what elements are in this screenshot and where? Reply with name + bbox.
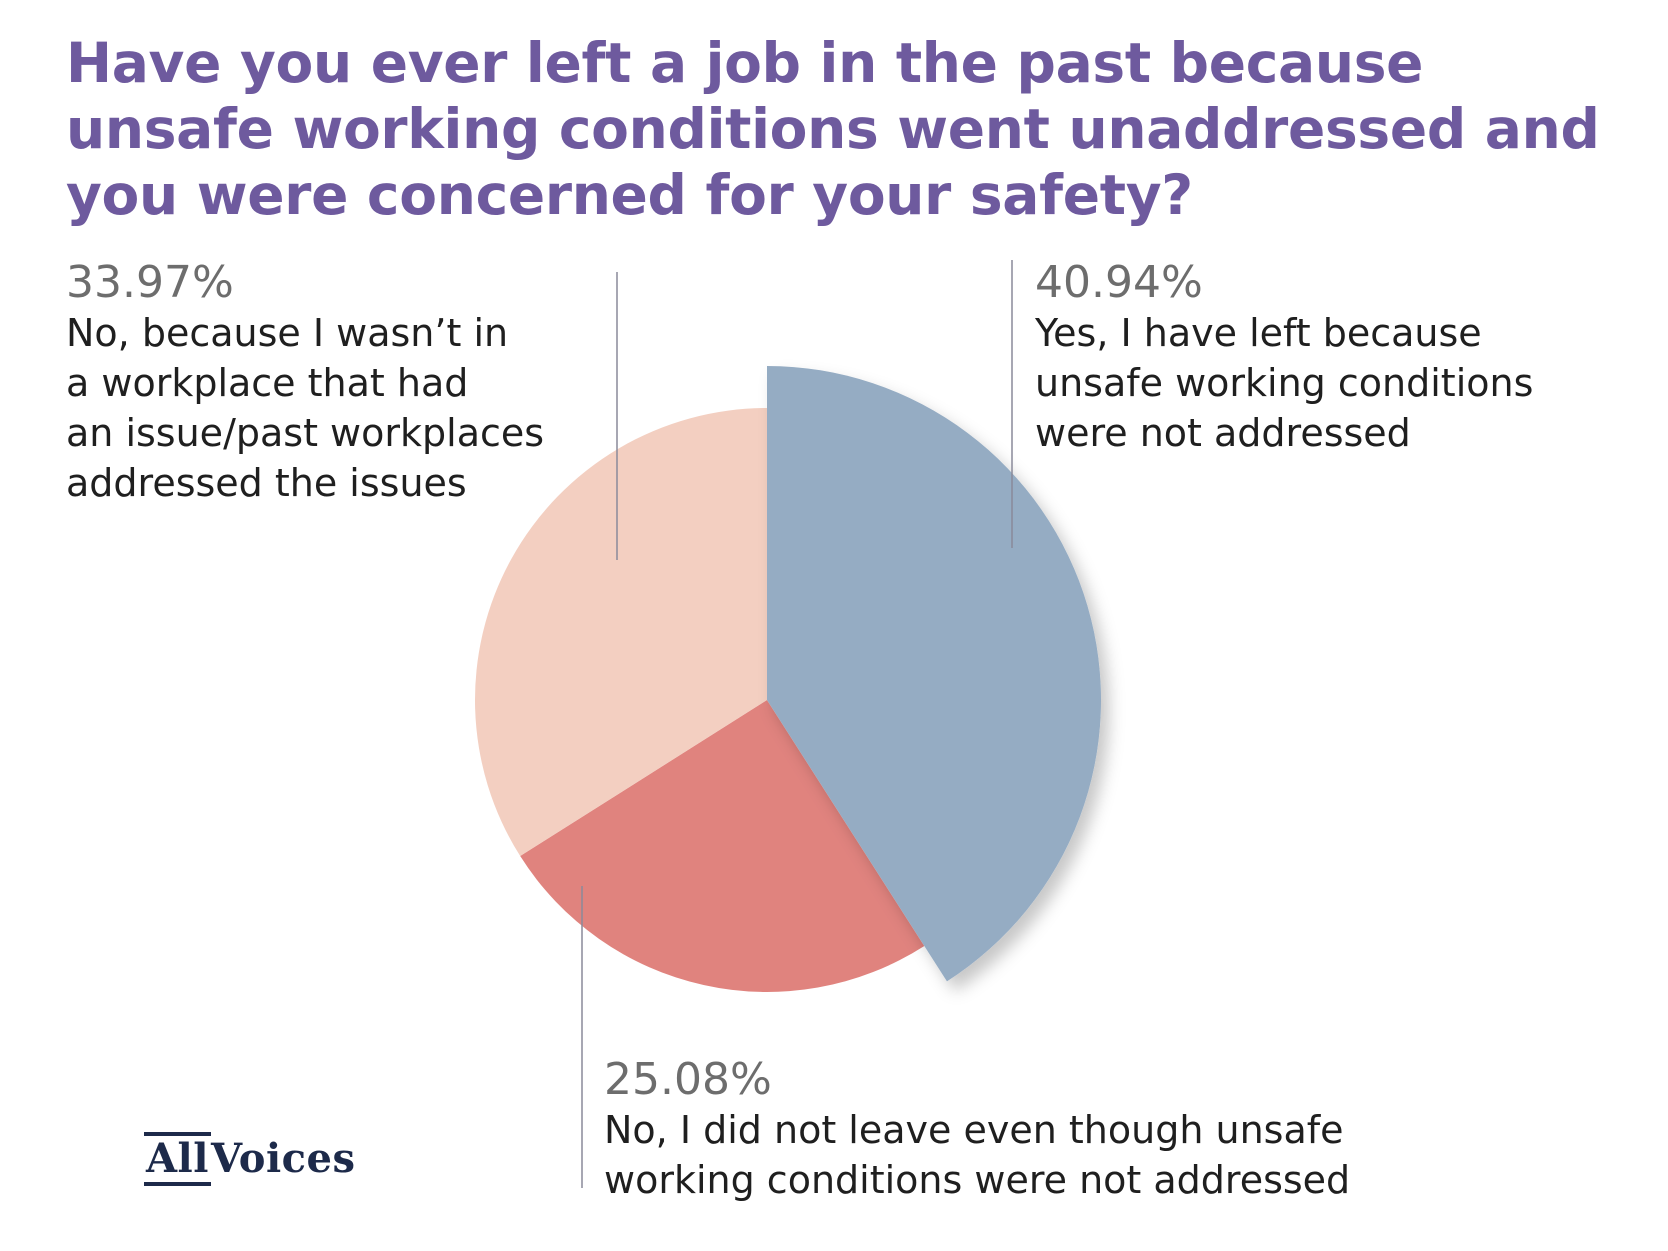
slice-desc-no-workplace-line-3: an issue/past workplaces (66, 411, 545, 455)
slice-percent-no-workplace: 33.97% (66, 257, 234, 308)
pie-slice-yes (767, 366, 1102, 982)
pie-slices (474, 366, 1102, 992)
slice-desc-no-workplace-line-4: addressed the issues (66, 461, 467, 505)
slice-percent-no-did-not-leave: 25.08% (604, 1054, 772, 1105)
logo-text-voices: Voices (210, 1135, 356, 1182)
leader-lines (581, 260, 1013, 1188)
slice-percent-yes: 40.94% (1035, 257, 1203, 308)
slice-label-no-did-not-leave: 25.08% No, I did not leave even though u… (604, 1055, 1350, 1205)
slice-desc-yes-line-3: were not addressed (1035, 411, 1411, 455)
slice-desc-no-did-not-leave-line-1: No, I did not leave even though unsafe (604, 1108, 1344, 1152)
allvoices-logo: AllVoices (144, 1132, 356, 1186)
slice-desc-no-workplace-line-2: a workplace that had (66, 361, 469, 405)
chart-title: Have you ever left a job in the past bec… (66, 31, 1600, 227)
slice-desc-yes-line-2: unsafe working conditions (1035, 361, 1534, 405)
slice-desc-yes-line-1: Yes, I have left because (1035, 311, 1482, 355)
slice-label-yes: 40.94% Yes, I have left because unsafe w… (1035, 258, 1533, 458)
slice-desc-no-workplace-line-1: No, because I wasn’t in (66, 311, 509, 355)
slice-label-no-workplace: 33.97% No, because I wasn’t in a workpla… (66, 258, 544, 508)
slice-desc-no-did-not-leave-line-2: working conditions were not addressed (604, 1158, 1351, 1202)
pie-slice-no-workplace (474, 408, 767, 857)
logo-text-all: All (144, 1132, 211, 1186)
pie-slice-no-did-not-leave (520, 700, 925, 992)
